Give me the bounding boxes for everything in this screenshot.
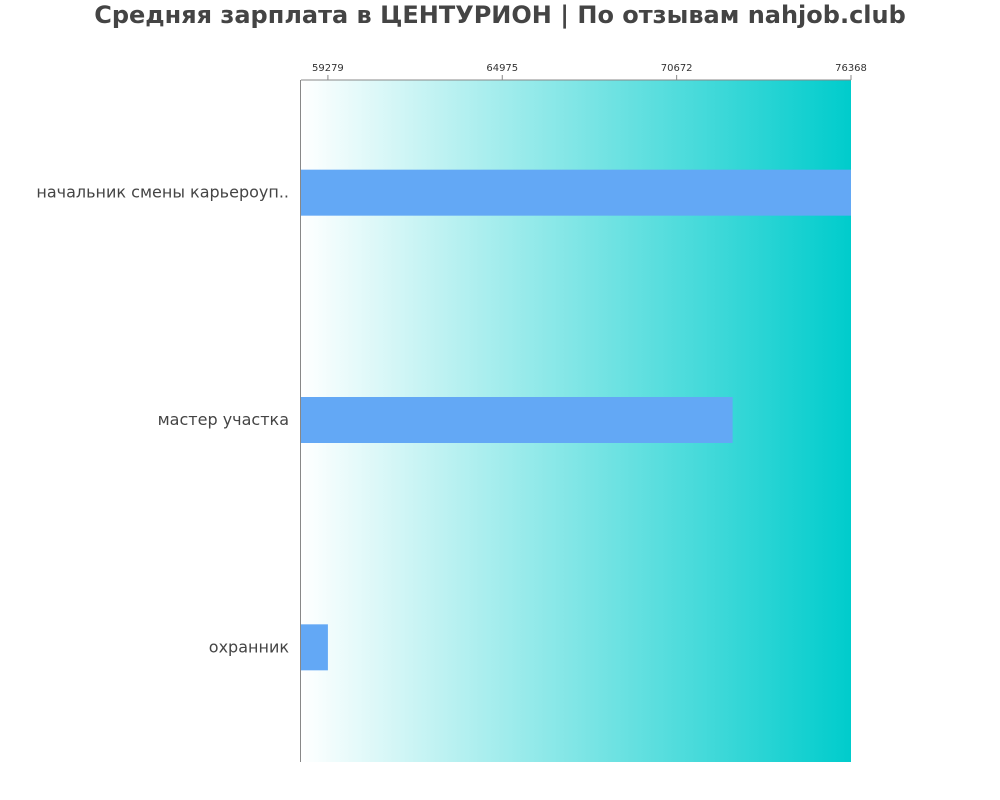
bars [301,169,851,671]
bar [301,169,851,216]
x-tick-label: 76368 [835,63,867,74]
category-label: мастер участка [158,410,289,429]
x-axis-ticks: 59279 64975 70672 76368 [312,63,867,80]
x-tick-label: 70672 [661,63,693,74]
x-tick-label: 64975 [486,63,518,74]
x-tick-label: 59279 [312,63,344,74]
bar [301,397,733,443]
category-labels: начальник смены карьероуп.. мастер участк… [36,183,289,657]
chart-title: Средняя зарплата в ЦЕНТУРИОН | По отзыва… [94,1,906,29]
category-label: охранник [209,637,290,656]
category-label: начальник смены карьероуп.. [36,183,289,202]
bar [301,624,328,671]
